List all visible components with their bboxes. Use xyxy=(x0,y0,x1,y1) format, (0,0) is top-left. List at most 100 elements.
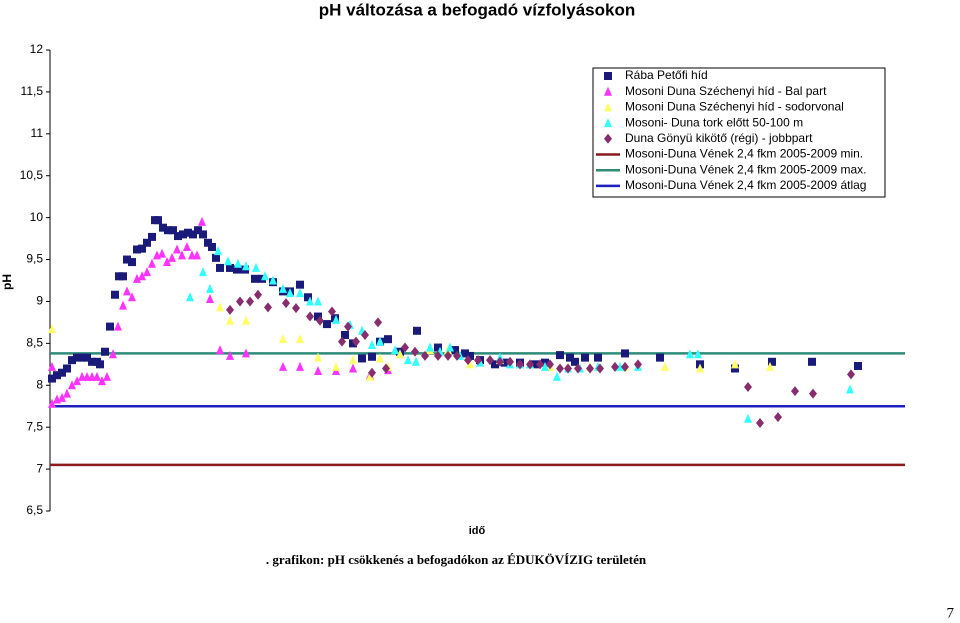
data-point xyxy=(48,324,56,334)
data-point xyxy=(846,384,854,394)
data-point xyxy=(216,345,224,355)
data-point xyxy=(546,359,554,370)
data-point xyxy=(349,355,357,365)
legend-marker xyxy=(604,102,612,112)
data-point xyxy=(401,342,409,353)
data-point xyxy=(128,292,136,302)
data-point xyxy=(306,311,314,322)
data-point xyxy=(374,317,382,328)
data-point xyxy=(204,238,212,247)
legend-label: Rába Petőfi híd xyxy=(625,68,708,82)
data-point xyxy=(361,329,369,340)
data-point xyxy=(571,357,579,366)
data-point xyxy=(246,296,254,307)
data-point xyxy=(279,361,287,371)
data-point xyxy=(453,350,461,361)
data-point xyxy=(251,274,259,283)
data-point xyxy=(332,361,340,371)
data-point xyxy=(526,359,534,370)
data-point xyxy=(119,272,127,281)
y-tick-label: 9 xyxy=(36,294,43,308)
data-point xyxy=(774,412,782,423)
y-tick-label: 7,5 xyxy=(26,419,43,433)
data-point xyxy=(73,376,81,386)
data-point xyxy=(183,241,191,251)
y-tick-label: 10,5 xyxy=(20,168,44,182)
data-point xyxy=(341,330,349,339)
data-point xyxy=(254,289,262,300)
data-point xyxy=(566,353,574,362)
legend-label: Duna Gönyü kikötő (régi) - jobbpart xyxy=(625,131,813,145)
data-point xyxy=(106,322,114,331)
data-point xyxy=(119,300,127,310)
data-point xyxy=(53,371,61,380)
data-point xyxy=(376,353,384,363)
data-point xyxy=(434,343,442,352)
legend-label: Mosoni-Duna Vének 2,4 fkm 2005-2009 max. xyxy=(625,162,866,176)
data-point xyxy=(368,352,376,361)
y-tick-label: 11,5 xyxy=(21,84,44,98)
data-point xyxy=(384,335,392,344)
data-point xyxy=(328,306,336,317)
data-point xyxy=(621,349,629,358)
data-point xyxy=(306,296,314,306)
data-point xyxy=(694,349,702,359)
data-point xyxy=(148,258,156,268)
data-point xyxy=(214,246,222,256)
data-point xyxy=(184,228,192,237)
y-tick-label: 8,5 xyxy=(26,336,43,350)
data-point xyxy=(224,256,232,266)
legend-marker xyxy=(604,86,612,96)
data-point xyxy=(123,255,131,264)
legend-marker xyxy=(604,133,612,144)
data-point xyxy=(48,361,56,371)
data-point xyxy=(451,346,459,355)
data-point xyxy=(264,302,272,313)
data-point xyxy=(58,368,66,377)
data-point xyxy=(154,216,162,225)
data-point xyxy=(48,398,56,408)
legend-label: Mosoni-Duna Vének 2,4 fkm 2005-2009 átla… xyxy=(625,178,866,192)
data-point xyxy=(279,334,287,344)
data-point xyxy=(212,253,220,262)
data-point xyxy=(686,349,694,359)
data-point xyxy=(58,392,66,402)
data-point xyxy=(314,312,322,321)
data-point xyxy=(411,346,419,357)
data-point xyxy=(634,359,642,370)
data-point xyxy=(661,361,669,371)
data-point xyxy=(296,280,304,289)
data-point xyxy=(178,250,186,260)
data-point xyxy=(731,359,739,369)
data-point xyxy=(296,334,304,344)
data-point xyxy=(186,292,194,302)
legend-marker xyxy=(604,118,612,128)
data-point xyxy=(233,265,241,274)
data-point xyxy=(412,356,420,366)
legend-marker xyxy=(604,72,612,80)
data-point xyxy=(199,267,207,277)
data-point xyxy=(226,304,234,315)
data-point xyxy=(148,232,156,241)
data-point xyxy=(138,271,146,281)
data-point xyxy=(216,302,224,312)
data-point xyxy=(474,355,482,366)
data-point xyxy=(63,388,71,398)
data-point xyxy=(391,345,399,355)
data-point xyxy=(269,275,277,285)
data-point xyxy=(236,296,244,307)
data-point xyxy=(808,357,816,366)
data-point xyxy=(501,358,509,367)
data-point xyxy=(173,244,181,254)
data-point xyxy=(368,340,376,350)
data-point xyxy=(349,363,357,373)
data-point xyxy=(314,366,322,376)
data-point xyxy=(194,226,202,235)
data-point xyxy=(83,353,91,362)
data-point xyxy=(621,361,629,372)
data-point xyxy=(314,296,322,306)
data-point xyxy=(556,363,564,374)
data-point xyxy=(208,242,216,251)
data-point xyxy=(809,388,817,399)
data-point xyxy=(123,286,131,296)
